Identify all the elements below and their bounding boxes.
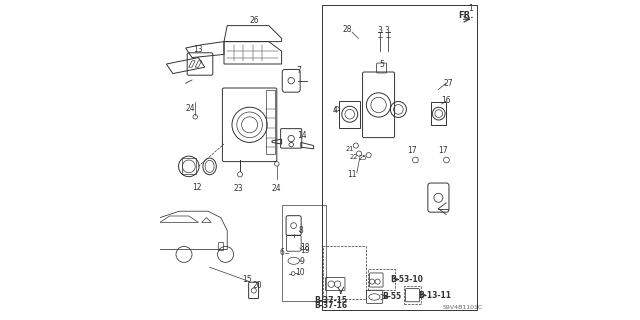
- Text: 26: 26: [250, 16, 259, 25]
- Text: 22: 22: [349, 154, 358, 160]
- Text: 14: 14: [298, 131, 307, 140]
- Text: 21: 21: [346, 146, 355, 152]
- Bar: [404, 286, 422, 304]
- Text: 19: 19: [300, 246, 310, 255]
- Bar: [182, 158, 196, 174]
- Bar: [266, 90, 275, 154]
- Text: 10: 10: [295, 268, 305, 277]
- Text: S9V4B1101C: S9V4B1101C: [442, 305, 483, 310]
- Text: 17: 17: [438, 146, 448, 155]
- Text: 15: 15: [242, 276, 252, 284]
- Text: 11: 11: [348, 170, 356, 179]
- Bar: [368, 269, 396, 290]
- Text: 3: 3: [377, 26, 382, 35]
- Text: 25: 25: [358, 156, 367, 161]
- Text: 24: 24: [272, 184, 282, 193]
- Text: 5: 5: [379, 60, 384, 68]
- Bar: [323, 246, 366, 299]
- Bar: [218, 242, 223, 250]
- Bar: [431, 102, 446, 125]
- Text: 7: 7: [297, 66, 301, 75]
- Bar: [322, 5, 477, 310]
- Text: B-13-11: B-13-11: [419, 291, 452, 300]
- Text: 20: 20: [253, 281, 262, 290]
- Text: 27: 27: [443, 79, 453, 88]
- Text: 24: 24: [186, 104, 195, 113]
- Text: 4: 4: [333, 106, 337, 115]
- Text: B-53-10: B-53-10: [390, 275, 423, 284]
- Bar: [282, 205, 326, 301]
- Bar: [339, 101, 360, 128]
- Text: 28: 28: [343, 25, 352, 34]
- Text: 18: 18: [300, 243, 309, 252]
- Text: 16: 16: [442, 96, 451, 105]
- Text: FR.: FR.: [458, 11, 474, 20]
- Text: 3: 3: [385, 26, 390, 35]
- Text: 17: 17: [407, 146, 417, 155]
- Text: B-37-15: B-37-15: [314, 296, 347, 305]
- Text: 8: 8: [298, 226, 303, 235]
- Text: 1: 1: [468, 4, 474, 13]
- Text: 9: 9: [300, 257, 305, 266]
- Text: 12: 12: [192, 183, 202, 192]
- Text: B-55: B-55: [382, 292, 401, 301]
- Text: 13: 13: [193, 45, 204, 54]
- Text: B-37-16: B-37-16: [314, 301, 347, 310]
- Text: 6: 6: [279, 248, 284, 257]
- Text: 23: 23: [234, 184, 243, 193]
